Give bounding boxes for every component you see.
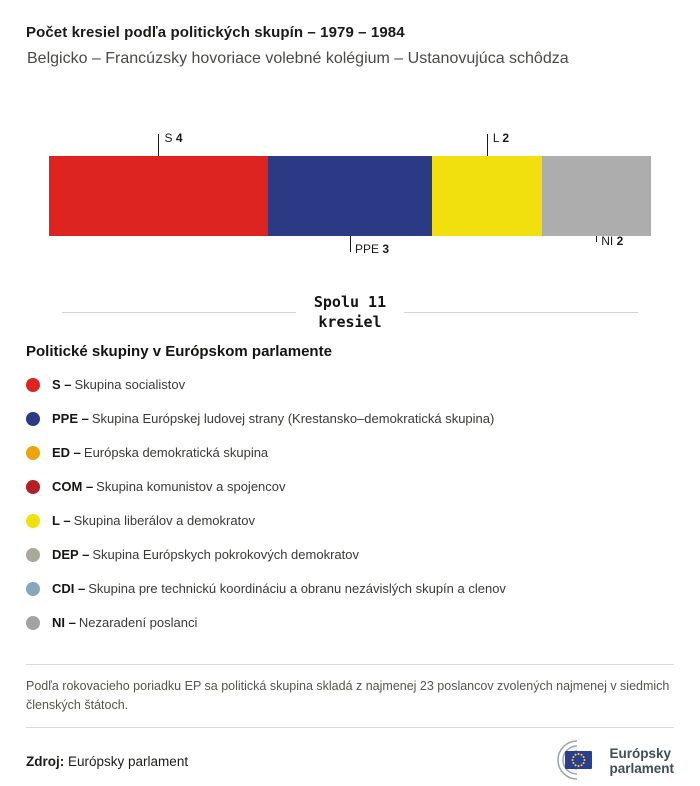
legend-abbr: DEP – <box>52 547 90 562</box>
legend-dot-cdi <box>26 581 40 596</box>
legend-abbr: S – <box>52 377 72 392</box>
total-rule-left <box>62 311 296 313</box>
bar-segment-ni <box>541 156 651 236</box>
european-parliament-logo: Európsky parlament <box>535 738 674 784</box>
callout-ppe: PPE 3 <box>350 236 389 256</box>
total-rule-right <box>404 311 638 313</box>
legend: S – Skupina socialistov PPE – Skupina Euró… <box>26 368 674 640</box>
legend-item-l: L – Skupina liberálov a demokratov <box>26 504 674 538</box>
footnote: Podľa rokovacieho poriadku EP sa politic… <box>26 678 670 712</box>
callouts-top: S 4 L 2 <box>49 131 651 156</box>
legend-label: Skupina komunistov a spojencov <box>96 479 286 494</box>
callout-s-label: S 4 <box>164 131 182 145</box>
callout-l-value: 2 <box>502 131 510 145</box>
legend-item-ni: NI – Nezaradení poslanci <box>26 606 674 640</box>
total-seats-label: Spolu 11 kresiel <box>313 293 387 332</box>
footnote-divider <box>26 663 674 665</box>
legend-label: Skupina liberálov a demokratov <box>73 513 255 528</box>
legend-item-cdi: CDI – Skupina pre technickú koordináciu a… <box>26 572 674 606</box>
legend-item-ed: ED – Európska demokratická skupina <box>26 436 674 470</box>
legend-dot-l <box>26 513 40 528</box>
callout-ppe-abbr: PPE <box>355 242 380 256</box>
legend-label: Skupina Európskej ludovej strany (Kresta… <box>91 411 495 426</box>
legend-item-ppe: PPE – Skupina Európskej ludovej strany (K… <box>26 402 674 436</box>
legend-label: Skupina socialistov <box>74 377 186 392</box>
callout-ppe-value: 3 <box>382 242 390 256</box>
page-title: Počet kresiel podľa politických skupín –… <box>26 24 405 41</box>
legend-item-dep: DEP – Skupina Európskych pokrokových demo… <box>26 538 674 572</box>
legend-abbr: COM – <box>52 479 94 494</box>
ep-logo-text: Európsky parlament <box>609 746 674 776</box>
legend-label: Skupina Európskych pokrokových demokrato… <box>92 547 359 562</box>
callout-s-value: 4 <box>175 131 183 145</box>
ep-logo-line2: parlament <box>609 761 674 777</box>
callouts-bottom: PPE 3 NI 2 <box>49 234 651 262</box>
source-line: Zdroj: Európsky parlament <box>26 754 188 769</box>
legend-label: Skupina pre technickú koordináciu a obra… <box>88 581 506 596</box>
bar-segment-s <box>49 156 268 236</box>
callout-ni-value: 2 <box>616 234 624 248</box>
ep-hemicycle-flag-icon <box>557 740 593 780</box>
seat-bar-chart: S 4 L 2 PPE 3 NI 2 <box>49 131 651 262</box>
page-subtitle: Belgicko – Francúzsky hovoriace volebné … <box>27 50 569 67</box>
legend-abbr: PPE – <box>52 411 89 426</box>
stacked-bar <box>49 156 651 236</box>
legend-dot-com <box>26 479 40 494</box>
legend-label: Nezaradení poslanci <box>78 615 198 630</box>
legend-abbr: L – <box>52 513 71 528</box>
legend-label: Európska demokratická skupina <box>83 445 269 460</box>
callout-ni-label: NI 2 <box>601 234 623 248</box>
legend-dot-ppe <box>26 411 40 426</box>
legend-abbr: CDI – <box>52 581 86 596</box>
legend-dot-ni <box>26 615 40 630</box>
ep-logo-line1: Európsky <box>609 746 671 762</box>
callout-s: S 4 <box>158 131 183 156</box>
legend-heading: Politické skupiny v Európskom parlamente <box>26 342 332 360</box>
legend-item-com: COM – Skupina komunistov a spojencov <box>26 470 674 504</box>
legend-dot-s <box>26 377 40 392</box>
bar-segment-l <box>432 156 542 236</box>
legend-dot-dep <box>26 547 40 562</box>
source-value: Európsky parlament <box>68 753 189 769</box>
footer-divider <box>26 727 674 729</box>
callout-s-abbr: S <box>164 131 173 145</box>
callout-ppe-label: PPE 3 <box>355 242 389 256</box>
legend-abbr: ED – <box>52 445 81 460</box>
legend-dot-ed <box>26 445 40 460</box>
source-label: Zdroj: <box>26 753 65 769</box>
callout-l-abbr: L <box>492 131 500 145</box>
callout-l-label: L 2 <box>493 131 509 145</box>
footer: Zdroj: Európsky parlament <box>26 738 674 784</box>
callout-ni-abbr: NI <box>601 234 614 248</box>
callout-l: L 2 <box>486 131 509 156</box>
total-seats: Spolu 11 kresiel <box>62 292 638 333</box>
legend-item-s: S – Skupina socialistov <box>26 368 674 402</box>
bar-segment-ppe <box>267 156 433 236</box>
legend-abbr: NI – <box>52 615 76 630</box>
callout-ni: NI 2 <box>596 234 623 248</box>
